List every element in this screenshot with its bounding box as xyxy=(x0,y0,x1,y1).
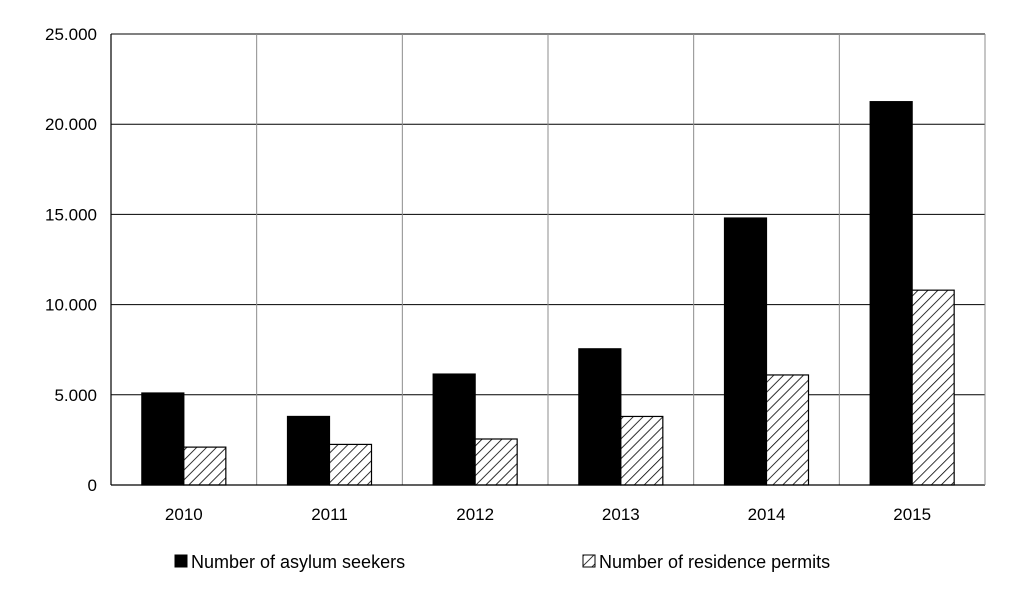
x-tick-label: 2015 xyxy=(893,505,931,524)
x-tick-label: 2014 xyxy=(748,505,786,524)
bar-asylum-seekers-2015 xyxy=(869,101,913,486)
bar-asylum-seekers-2013 xyxy=(578,348,622,486)
legend-label-asylum-seekers: Number of asylum seekers xyxy=(191,552,405,572)
legend: Number of asylum seekers Number of reside… xyxy=(174,552,830,572)
bar-asylum-seekers-2011 xyxy=(286,415,331,486)
bar-residence-permits-2011 xyxy=(328,443,373,486)
bar-residence-permits-2014 xyxy=(765,374,810,486)
x-tick-label: 2011 xyxy=(311,505,348,524)
x-tick-label: 2012 xyxy=(456,505,494,524)
bar-residence-permits-2012 xyxy=(474,438,518,486)
bar-asylum-seekers-2014 xyxy=(723,217,768,486)
grid-lines xyxy=(110,33,986,486)
axes-group xyxy=(110,34,986,486)
bars-group xyxy=(141,101,955,486)
legend-label-residence-permits: Number of residence permits xyxy=(599,552,830,572)
x-tick-label: 2013 xyxy=(602,505,640,524)
y-tick-label: 15.000 xyxy=(45,205,97,224)
y-tick-label: 0 xyxy=(88,476,97,495)
x-tick-label: 2010 xyxy=(165,505,203,524)
y-axis-tick-labels: 0 5.000 10.000 15.000 20.000 25.000 xyxy=(45,25,97,495)
bar-asylum-seekers-2012 xyxy=(432,373,476,486)
y-tick-label: 25.000 xyxy=(45,25,97,44)
y-tick-label: 10.000 xyxy=(45,296,97,315)
legend-swatch-asylum-seekers xyxy=(174,554,188,568)
bar-residence-permits-2015 xyxy=(911,289,955,486)
y-tick-label: 5.000 xyxy=(54,386,97,405)
x-axis-tick-labels: 2010 2011 2012 2013 2014 2015 xyxy=(165,505,931,524)
y-tick-label: 20.000 xyxy=(45,115,97,134)
bar-residence-permits-2010 xyxy=(183,446,227,486)
bar-residence-permits-2013 xyxy=(620,415,664,486)
bar-asylum-seekers-2010 xyxy=(141,392,185,486)
legend-swatch-residence-permits xyxy=(582,554,596,568)
